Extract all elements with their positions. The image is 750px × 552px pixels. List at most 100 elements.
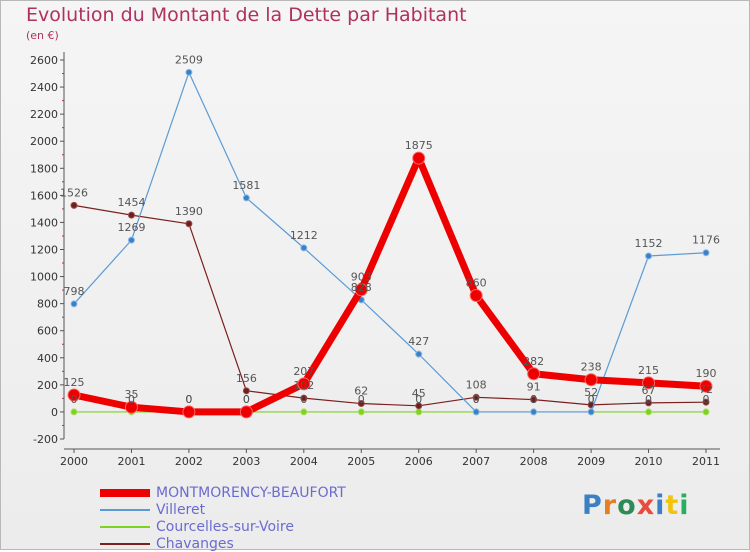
data-label-chavanges: 45 bbox=[412, 387, 426, 400]
x-tick-label: 2002 bbox=[175, 455, 203, 468]
x-tick-label: 2000 bbox=[60, 455, 88, 468]
data-label-courcelles: 0 bbox=[243, 393, 250, 406]
data-point-villeret bbox=[70, 300, 78, 308]
x-tick-label: 2009 bbox=[577, 455, 605, 468]
data-label-villeret: 1176 bbox=[692, 234, 720, 247]
legend-item-chavanges: Chavanges bbox=[100, 535, 346, 552]
data-label-courcelles: 0 bbox=[185, 393, 192, 406]
data-label-courcelles: 0 bbox=[530, 393, 537, 406]
data-label-montmorency: 0 bbox=[243, 393, 250, 406]
x-tick-label: 2001 bbox=[117, 455, 145, 468]
data-label-courcelles: 0 bbox=[645, 393, 652, 406]
data-label-montmorency: 215 bbox=[638, 364, 659, 377]
data-label-chavanges: 72 bbox=[699, 383, 713, 396]
data-label-courcelles: 0 bbox=[358, 393, 365, 406]
data-point-courcelles bbox=[357, 408, 365, 416]
data-label-chavanges: 91 bbox=[527, 381, 541, 394]
data-label-chavanges: 1390 bbox=[175, 205, 203, 218]
y-tick-label: 2200 bbox=[30, 108, 58, 121]
data-label-montmorency: 903 bbox=[351, 271, 372, 284]
legend-item-montmorency: MONTMORENCY-BEAUFORT bbox=[100, 484, 346, 501]
data-point-chavanges bbox=[185, 220, 193, 228]
data-label-chavanges: 1454 bbox=[117, 196, 145, 209]
data-point-courcelles bbox=[70, 408, 78, 416]
data-point-chavanges bbox=[472, 393, 480, 401]
data-label-villeret: 1581 bbox=[232, 179, 260, 192]
data-point-montmorency bbox=[584, 373, 598, 387]
data-point-chavanges bbox=[645, 399, 653, 407]
data-point-montmorency bbox=[239, 405, 253, 419]
data-point-montmorency bbox=[527, 367, 541, 381]
logo-letter: x bbox=[636, 490, 656, 521]
data-point-villeret bbox=[242, 194, 250, 202]
x-tick-label: 2006 bbox=[405, 455, 433, 468]
data-point-villeret bbox=[587, 408, 595, 416]
x-tick-label: 2008 bbox=[520, 455, 548, 468]
series-line-villeret bbox=[73, 71, 707, 413]
logo-letter: t bbox=[665, 490, 680, 521]
data-point-chavanges bbox=[242, 387, 250, 395]
legend-swatch-villeret bbox=[100, 508, 150, 511]
data-point-villeret bbox=[185, 68, 193, 76]
data-label-chavanges: 1526 bbox=[60, 186, 88, 199]
data-label-villeret: 0 bbox=[588, 393, 595, 406]
data-label-villeret: 427 bbox=[408, 335, 429, 348]
data-point-villeret bbox=[472, 408, 480, 416]
legend-label-chavanges: Chavanges bbox=[156, 535, 234, 552]
logo-letter: o bbox=[617, 490, 637, 521]
data-point-villeret bbox=[415, 350, 423, 358]
data-point-montmorency bbox=[699, 379, 713, 393]
logo-letter: i bbox=[679, 490, 690, 521]
legend: MONTMORENCY-BEAUFORT Villeret Courcelles… bbox=[100, 484, 346, 552]
y-tick-label: 2000 bbox=[30, 135, 58, 148]
data-label-chavanges: 67 bbox=[642, 384, 656, 397]
data-label-courcelles: 0 bbox=[703, 393, 710, 406]
data-point-montmorency bbox=[642, 376, 656, 390]
data-label-courcelles: 0 bbox=[128, 393, 135, 406]
legend-item-courcelles: Courcelles-sur-Voire bbox=[100, 518, 346, 535]
y-tick-label: 1800 bbox=[30, 162, 58, 175]
data-label-courcelles: 0 bbox=[300, 393, 307, 406]
logo-letter: i bbox=[655, 490, 666, 521]
data-label-courcelles: 0 bbox=[415, 393, 422, 406]
y-tick-label: 2600 bbox=[30, 54, 58, 67]
data-label-chavanges: 52 bbox=[584, 386, 598, 399]
data-label-montmorency: 125 bbox=[64, 376, 85, 389]
y-tick-label: 1600 bbox=[30, 189, 58, 202]
data-point-montmorency bbox=[412, 151, 426, 165]
series-line-montmorency bbox=[70, 154, 710, 416]
data-label-courcelles: 0 bbox=[588, 393, 595, 406]
x-tick-label: 2010 bbox=[635, 455, 663, 468]
y-tick-label: 2400 bbox=[30, 81, 58, 94]
y-tick-label: 1200 bbox=[30, 244, 58, 257]
data-label-montmorency: 207 bbox=[293, 365, 314, 378]
data-point-villeret bbox=[530, 408, 538, 416]
data-point-courcelles bbox=[415, 408, 423, 416]
data-point-courcelles bbox=[645, 408, 653, 416]
y-tick-label: -200 bbox=[33, 433, 58, 446]
data-label-villeret: 1152 bbox=[635, 237, 663, 250]
legend-swatch-montmorency bbox=[100, 488, 150, 497]
data-label-villeret: 828 bbox=[351, 281, 372, 294]
data-point-montmorency bbox=[67, 388, 81, 402]
data-label-montmorency: 190 bbox=[696, 367, 717, 380]
data-label-montmorency: 35 bbox=[124, 388, 138, 401]
x-tick-label: 2007 bbox=[462, 455, 490, 468]
data-point-villeret bbox=[645, 252, 653, 260]
y-tick-label: 1400 bbox=[30, 216, 58, 229]
data-label-villeret: 798 bbox=[64, 285, 85, 298]
data-point-courcelles bbox=[702, 408, 710, 416]
y-tick-label: 400 bbox=[37, 352, 58, 365]
x-tick-label: 2011 bbox=[692, 455, 720, 468]
y-tick-label: 200 bbox=[37, 379, 58, 392]
data-point-villeret bbox=[127, 236, 135, 244]
data-point-courcelles bbox=[300, 408, 308, 416]
data-point-chavanges bbox=[300, 394, 308, 402]
x-tick-label: 2004 bbox=[290, 455, 318, 468]
data-label-chavanges: 62 bbox=[354, 385, 368, 398]
proxiti-logo: Proxiti bbox=[582, 490, 690, 521]
data-label-chavanges: 102 bbox=[293, 379, 314, 392]
y-tick-label: 600 bbox=[37, 325, 58, 338]
